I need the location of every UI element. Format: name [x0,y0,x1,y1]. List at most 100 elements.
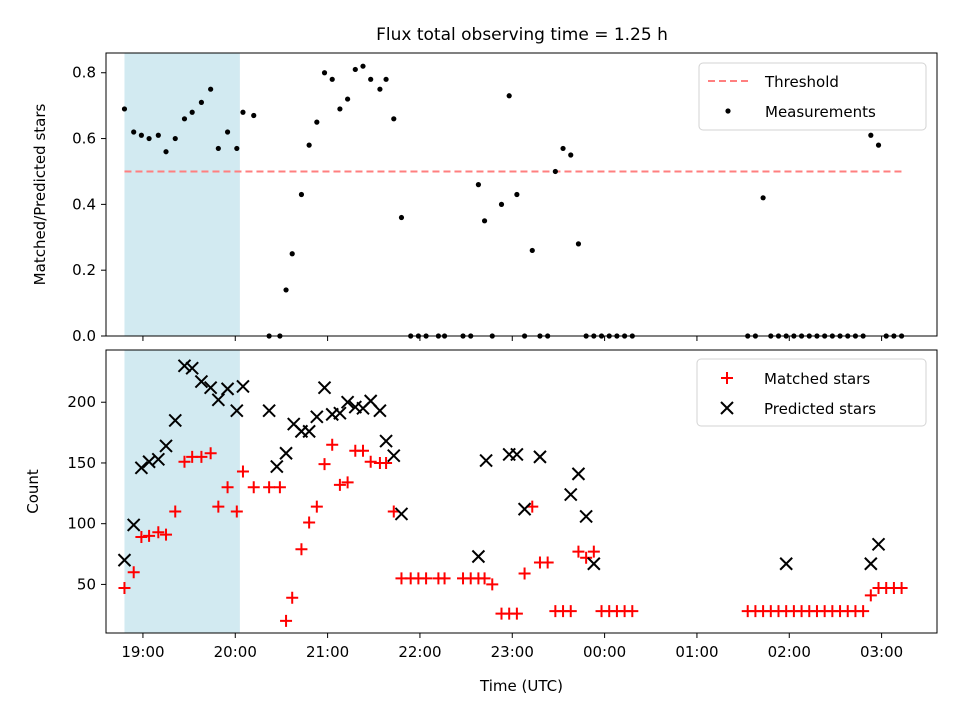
matched-star-point [326,438,339,451]
count-y-axis: 50 100 150 200 [67,393,106,593]
x-tick-label: 03:00 [860,643,903,661]
measurement-point [163,149,169,155]
predicted-star-point [262,404,276,418]
legend-threshold-label: Threshold [764,73,839,91]
chart-title: Flux total observing time = 1.25 h [376,25,668,45]
predicted-star-point [117,553,132,567]
measurement-point [146,135,152,142]
measurement-point [121,106,128,112]
predicted-star-point [194,374,209,389]
matched-star-point [626,605,639,618]
ratio-legend: Threshold Measurements [698,62,927,131]
predicted-star-point [571,467,586,481]
x-tick-label: 20:00 [214,643,257,661]
count-legend: Matched stars Predicted stars [696,358,927,427]
predicted-star-point [317,380,332,395]
predicted-star-point [871,537,886,552]
predicted-star-point [126,518,141,532]
matched-star-point [310,500,323,513]
matched-star-point [143,529,156,542]
predicted-star-point [387,448,401,463]
predicted-star-point [159,439,173,453]
predicted-star-point [587,557,601,571]
observing-window-highlight [124,53,240,336]
predicted-star-point [373,404,387,418]
matched-star-point [286,591,299,604]
measurement-point [240,109,246,115]
matched-star-point [541,556,554,569]
measurement-point [181,116,188,122]
y-tick-label: 200 [67,393,96,411]
predicted-star-point [211,393,226,407]
measurement-point [560,145,566,152]
measurement-point [481,218,488,224]
matched-star-point [356,444,369,457]
measurement-point [329,76,335,82]
predicted-star-point [864,557,878,571]
measurement-point [131,129,137,135]
y-tick-label: 0.0 [72,327,96,345]
measurement-point [251,112,257,119]
y-tick-label: 0.6 [72,130,96,148]
matched-star-point [195,450,208,463]
predicted-star-point [533,450,547,464]
legend-box [698,62,927,131]
x-tick-label: 19:00 [121,643,164,661]
measurement-point [306,142,312,148]
measurement-point [514,191,520,198]
measurement-point [172,135,178,142]
y-tick-label: 0.8 [72,64,96,82]
x-tick-label: 22:00 [398,643,441,661]
matched-star-point [178,455,191,468]
matched-star-point [318,458,331,471]
count-panel: 19:00 20:00 21:00 22:00 23:00 00:00 01:00 02:00… [24,349,938,695]
predicted-star-point [479,453,493,468]
predicted-star-point [302,424,316,439]
y-tick-label: 50 [77,575,96,593]
measurement-point [138,132,144,138]
predicted-star-point [340,395,355,409]
measurement-point [208,86,214,92]
y-tick-label: 150 [67,454,96,472]
y-tick-label: 0.4 [72,195,96,213]
predicted-star-point [220,382,235,396]
matched-star-point [247,481,260,494]
measurement-point [337,106,343,112]
ratio-plot-frame [105,52,938,337]
measurement-legend-icon [725,108,731,114]
x-tick-label: 23:00 [491,643,534,661]
predicted-star-point [270,459,284,474]
measurement-point [321,70,328,76]
ratio-y-axis-label: Matched/Predicted stars [31,104,49,286]
matched-star-point [333,478,346,491]
matched-star-point [518,567,531,580]
predicted-star-point [236,379,250,394]
measurement-point [155,132,161,138]
measurement-point [345,96,351,102]
x-tick-label: 01:00 [675,643,718,661]
matched-star-point [236,465,249,478]
ratio-x-axis [142,336,883,341]
matched-star-point [204,447,217,460]
predicted-star-point [394,507,409,521]
measurement-point [377,86,383,92]
predicted-star-point [510,447,524,462]
x-tick-label: 21:00 [306,643,349,661]
measurement-point [198,99,205,105]
measurement-point [234,145,240,152]
matched-star-point [127,566,140,579]
measurement-point [189,109,195,115]
measurement-point [529,247,535,254]
predicted-star-point [579,509,593,524]
predicted-star-point [134,461,149,475]
measurement-point [360,63,366,69]
matched-star-point [230,505,243,518]
predicted-star-point [310,410,324,424]
matched-star-point [280,614,293,627]
matched-star-point [587,545,600,558]
matched-star-point [580,551,593,564]
measurement-point [283,287,289,293]
measurement-point [314,119,320,125]
matched-star-point [118,582,131,595]
